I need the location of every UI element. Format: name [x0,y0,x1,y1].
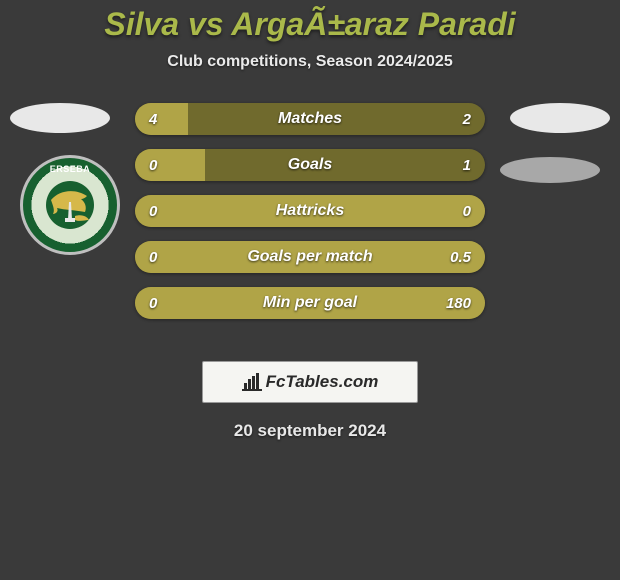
stat-value-right: 2 [463,103,471,135]
stat-row: Hattricks0 0 [135,195,485,227]
stat-label: Matches [135,103,485,135]
stat-row: Goals per match0 0.5 [135,241,485,273]
stat-value-right: 0 [463,195,471,227]
stat-label: Goals [135,149,485,181]
stat-label: Min per goal [135,287,485,319]
stat-label: Hattricks [135,195,485,227]
stat-rows: Matches42Goals01Hattricks00Goals per mat… [135,103,485,333]
stats-area: ERSEBA Matches42Goals01Hattricks0 [0,107,620,347]
stat-label: Goals per match [135,241,485,273]
site-logo-box: FcTables.com [202,361,418,403]
stat-value-left: 4 [149,103,157,135]
player-avatar-left [10,103,110,133]
date-label: 20 september 2024 [0,421,620,441]
subtitle: Club competitions, Season 2024/2025 [0,53,620,71]
barchart-icon [242,373,262,391]
stat-value-right: 180 [446,287,471,319]
badge-top-text: ERSEBA [50,164,91,174]
persebaya-badge: ERSEBA [20,155,120,255]
site-logo-text: FcTables.com [266,372,379,392]
comparison-card: Silva vs ArgaÃ±araz Paradi Club competit… [0,0,620,441]
stat-value-left: 0 [149,195,157,227]
stat-row: Goals0 1 [135,149,485,181]
site-logo: FcTables.com [242,372,379,392]
stat-value-left: 0 [149,149,157,181]
page-title: Silva vs ArgaÃ±araz Paradi [0,0,620,43]
stat-value-right: 1 [463,149,471,181]
stat-row: Matches4 2 [135,103,485,135]
badge-inner-emblem [42,177,98,233]
stat-value-right: 0.5 [450,241,471,273]
stat-value-left: 0 [149,287,157,319]
stat-row: Min per goal0 180 [135,287,485,319]
player-avatar-right [510,103,610,133]
stat-value-left: 0 [149,241,157,273]
club-badge-left: ERSEBA [20,155,120,255]
club-badge-right [500,157,600,183]
emblem-icon [45,180,95,230]
